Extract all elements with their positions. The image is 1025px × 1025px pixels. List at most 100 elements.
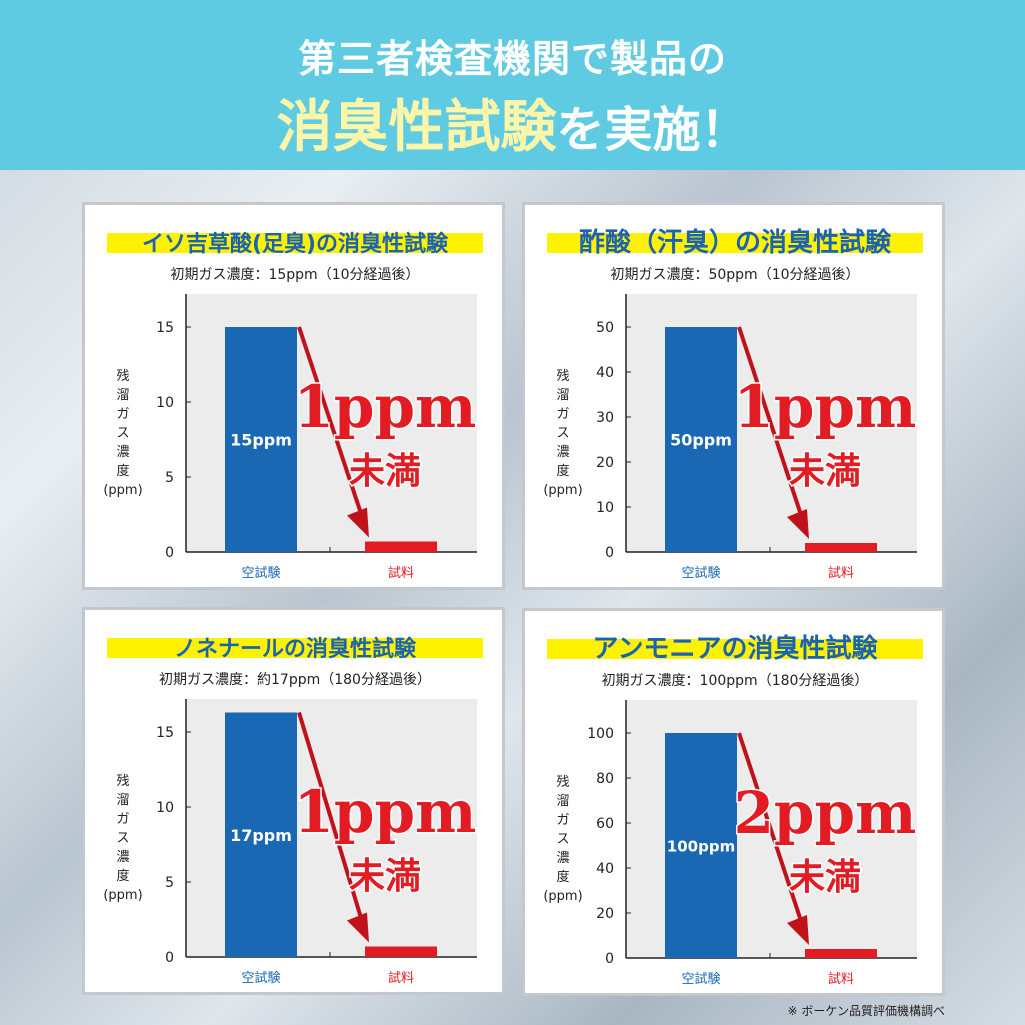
header-line1: 第三者検査機関で製品の — [297, 37, 727, 81]
bar-blank — [665, 733, 737, 958]
y-tick-label: 30 — [596, 410, 614, 426]
y-tick-label: 40 — [596, 365, 614, 381]
y-tick-label: 40 — [596, 861, 614, 877]
bar-sample — [805, 949, 877, 958]
arrow-line — [737, 326, 805, 522]
chart-panel-2: 酢酸（汗臭）の消臭性試験初期ガス濃度：50ppm（10分経過後） 0 10 20 30 4… — [522, 202, 945, 590]
y-axis-label-char: 溜 — [116, 793, 129, 808]
y-tick-label: 5 — [165, 470, 174, 486]
y-axis-label-char: 残 — [116, 774, 129, 789]
chart-panel-4: アンモニアの消臭性試験 初期ガス濃度：100ppm（180分経過後） 0 20 40 60… — [522, 608, 945, 996]
y-axis-label-char: 溜 — [556, 388, 569, 403]
y-axis-label-char: ガ — [556, 813, 569, 828]
chart-subtitle: 初期ガス濃度：50ppm（10分経過後） — [610, 266, 859, 283]
category-label: 空試験 — [241, 565, 280, 581]
y-axis-label-char: ガ — [116, 812, 129, 827]
bar-sample — [805, 543, 877, 552]
y-axis-label-char: 濃 — [556, 851, 569, 866]
arrow-head-icon — [787, 509, 809, 539]
y-axis-label-char: 度 — [556, 463, 569, 479]
y-axis-label-char: 溜 — [556, 794, 569, 809]
y-tick-label: 60 — [596, 816, 614, 832]
y-tick-label: 10 — [156, 800, 174, 816]
chart-subtitle: 初期ガス濃度：100ppm（180分経過後） — [602, 672, 869, 689]
y-tick-label: 0 — [605, 545, 614, 561]
arrow-head-icon — [347, 912, 369, 943]
y-axis-label-char: ス — [116, 426, 129, 441]
callout-suffix: 未満 — [789, 857, 861, 898]
category-label: 試料 — [388, 970, 414, 986]
category-label: 試料 — [828, 971, 854, 987]
y-axis-label-char: 溜 — [116, 388, 129, 403]
chart-title: イソ吉草酸(足臭)の消臭性試験 — [142, 231, 449, 257]
y-axis-unit: (ppm) — [543, 483, 582, 498]
arrow-line — [297, 711, 365, 926]
y-tick-label: 0 — [165, 950, 174, 966]
bar-sample — [365, 946, 437, 957]
category-label: 空試験 — [241, 970, 280, 986]
y-tick-label: 10 — [596, 500, 614, 516]
callout-value: 2ppm — [734, 779, 917, 847]
y-axis-unit: (ppm) — [103, 888, 142, 903]
header-line2: 消臭性試験を実施！ — [0, 82, 1025, 163]
callout-suffix: 未満 — [349, 856, 421, 897]
y-tick-label: 15 — [156, 320, 174, 336]
chart-subtitle: 初期ガス濃度：15ppm（10分経過後） — [170, 266, 419, 283]
bar-sample — [365, 541, 437, 552]
y-tick-label: 5 — [165, 875, 174, 891]
callout-suffix: 未満 — [789, 451, 861, 492]
header-banner: 第三者検査機関で製品の 消臭性試験を実施！ — [0, 0, 1025, 170]
y-axis-label-char: ス — [556, 426, 569, 441]
bar-value-label: 50ppm — [670, 431, 732, 450]
y-axis-label-char: ス — [556, 832, 569, 847]
y-tick-label: 100 — [587, 726, 614, 742]
y-tick-label: 0 — [605, 951, 614, 967]
y-axis-label-char: 濃 — [556, 445, 569, 460]
y-axis-label-char: 度 — [116, 463, 129, 479]
chart-panel-3: ノネナールの消臭性試験初期ガス濃度：約17ppm（180分経過後） 0 5 10 15 残… — [82, 607, 505, 995]
arrow-line — [297, 326, 365, 521]
bar-value-label: 17ppm — [230, 826, 292, 845]
header-rest: を実施！ — [556, 102, 749, 158]
y-tick-label: 15 — [156, 725, 174, 741]
category-label: 試料 — [828, 565, 854, 581]
y-axis-label-char: ガ — [116, 407, 129, 422]
y-axis-label-char: ガ — [556, 407, 569, 422]
bar-blank — [225, 712, 297, 957]
y-axis-label-char: 濃 — [116, 850, 129, 865]
arrow-head-icon — [787, 915, 809, 945]
y-axis-unit: (ppm) — [103, 483, 142, 498]
y-axis-unit: (ppm) — [543, 889, 582, 904]
y-axis-label-char: 濃 — [116, 445, 129, 460]
callout-value: 1ppm — [294, 373, 477, 441]
chart-title: アンモニアの消臭性試験 — [593, 633, 879, 664]
chart-title: 酢酸（汗臭）の消臭性試験 — [579, 227, 892, 258]
bar-blank — [665, 327, 737, 552]
arrow-head-icon — [347, 507, 369, 538]
y-axis-label-char: 度 — [556, 869, 569, 885]
category-label: 空試験 — [681, 565, 720, 581]
y-axis-label-char: 度 — [116, 868, 129, 884]
footnote: ※ ボーケン品質評価機構調べ — [787, 1004, 945, 1018]
y-tick-label: 20 — [596, 455, 614, 471]
y-axis-label-char: 残 — [116, 369, 129, 384]
callout-suffix: 未満 — [349, 451, 421, 492]
category-label: 試料 — [388, 565, 414, 581]
chart-panel-1: イソ吉草酸(足臭)の消臭性試験 初期ガス濃度：15ppm（10分経過後） 0 5 10 1… — [82, 202, 505, 590]
title-highlight — [107, 233, 483, 253]
title-highlight — [547, 233, 923, 253]
category-label: 空試験 — [681, 971, 720, 987]
y-axis-label-char: ス — [116, 831, 129, 846]
bar-value-label: 100ppm — [667, 838, 735, 856]
chart-title: ノネナールの消臭性試験 — [174, 636, 417, 662]
bar-blank — [225, 327, 297, 552]
arrow-line — [737, 732, 805, 928]
y-tick-label: 80 — [596, 771, 614, 787]
title-highlight — [547, 639, 923, 659]
y-tick-label: 0 — [165, 545, 174, 561]
chart-subtitle: 初期ガス濃度：約17ppm（180分経過後） — [159, 671, 431, 688]
